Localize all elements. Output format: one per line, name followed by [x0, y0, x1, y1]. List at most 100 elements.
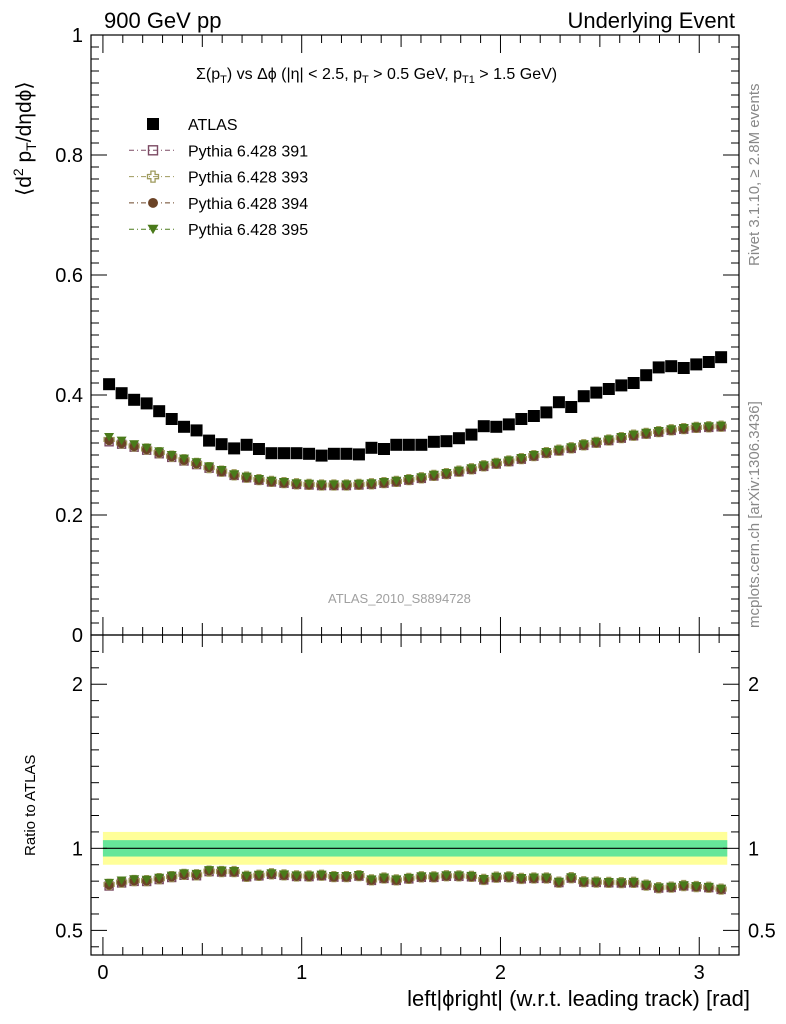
- main-point-s0-4: [153, 405, 166, 418]
- header-left-label: 900 GeV pp: [104, 8, 222, 33]
- ratio-point-s4-39: [591, 877, 602, 887]
- main-point-s4-15: [291, 479, 302, 488]
- main-point-s0-32: [502, 418, 515, 431]
- main-point-s0-3: [140, 397, 153, 410]
- main-ytick-label-2: 0.4: [55, 385, 83, 407]
- main-point-s0-35: [540, 406, 553, 419]
- main-point-s0-49: [715, 351, 728, 364]
- main-point-s0-25: [415, 438, 428, 451]
- ratio-point-s4-34: [528, 873, 539, 883]
- ratio-ytick-label-right-0: 0.5: [748, 920, 776, 942]
- ratio-point-s4-25: [416, 872, 427, 881]
- main-point-s0-42: [627, 377, 640, 389]
- main-point-s0-34: [527, 410, 540, 422]
- main-point-s0-12: [252, 443, 265, 455]
- ratio-ytick-label-left-1: 1: [72, 838, 83, 860]
- legend-marker-1: [147, 145, 159, 156]
- main-point-s4-1: [116, 436, 127, 446]
- header-right-label: Underlying Event: [567, 8, 735, 33]
- main-point-s4-17: [316, 480, 327, 489]
- main-point-s4-0: [104, 433, 115, 442]
- main-point-s4-45: [666, 425, 677, 434]
- main-point-s4-38: [578, 440, 589, 449]
- main-point-s0-30: [477, 420, 490, 433]
- ratio-plot-frame: [90, 634, 740, 956]
- main-point-s0-24: [402, 438, 415, 451]
- ratio-point-s4-11: [241, 871, 252, 881]
- ratio-point-s4-21: [366, 875, 377, 884]
- main-point-s0-7: [190, 424, 203, 437]
- legend-label-1: Pythia 6.428 391: [188, 143, 308, 160]
- ratio-point-s4-7: [191, 869, 202, 879]
- x-tick-label-3: 3: [694, 962, 705, 984]
- ratio-point-s4-22: [378, 873, 389, 882]
- ratio-point-s4-49: [716, 884, 727, 894]
- legend-marker-3: [148, 197, 158, 208]
- rivet-version-label: Rivet 3.1.10, ≥ 2.8M events: [746, 83, 763, 267]
- main-point-s0-40: [602, 383, 615, 395]
- y-label-part-a: ⟨d: [13, 176, 36, 196]
- main-point-s0-27: [440, 435, 453, 448]
- main-point-s4-35: [541, 448, 552, 457]
- main-point-s0-20: [352, 448, 365, 461]
- main-ytick-label-0: 0: [72, 625, 83, 647]
- main-point-s0-14: [278, 447, 291, 460]
- ratio-ytick-label-right-1: 1: [748, 838, 759, 860]
- main-point-s0-37: [565, 401, 578, 413]
- main-point-s4-21: [366, 479, 377, 488]
- ratio-point-s4-28: [453, 871, 464, 880]
- x-tick-label-1: 1: [296, 962, 307, 984]
- ratio-point-s4-9: [216, 866, 227, 876]
- ratio-point-s4-35: [541, 873, 552, 883]
- ratio-point-s4-24: [403, 873, 414, 883]
- main-point-s0-26: [427, 435, 440, 448]
- main-point-s0-45: [665, 360, 678, 373]
- main-point-s0-46: [677, 362, 690, 374]
- legend-label-4: Pythia 6.428 395: [188, 222, 308, 239]
- x-tick-label-0: 0: [97, 962, 108, 984]
- ratio-point-s4-2: [129, 875, 140, 884]
- main-point-s4-7: [191, 458, 202, 467]
- ratio-point-s4-15: [291, 871, 302, 880]
- ratio-ytick-label-left-0: 0.5: [55, 920, 83, 942]
- ratio-point-s4-0: [104, 878, 115, 888]
- legend: ATLAS Pythia 6.428 391 Pythia 6.428 393 Pyt…: [129, 117, 308, 239]
- main-point-s4-39: [591, 437, 602, 447]
- plot-title-sub-2: T: [361, 74, 369, 87]
- ratio-point-s4-5: [166, 871, 177, 881]
- ratio-point-s4-23: [391, 875, 402, 884]
- main-point-s0-44: [652, 361, 665, 374]
- main-point-s4-30: [478, 461, 489, 470]
- main-point-s4-5: [166, 451, 177, 460]
- main-point-s0-47: [690, 358, 703, 371]
- main-point-s0-31: [490, 420, 503, 433]
- main-ytick-label-5: 1: [72, 25, 83, 47]
- plot-title-part-e: > 0.5 GeV, p: [368, 66, 462, 83]
- ratio-point-s4-20: [353, 871, 364, 880]
- x-axis-label: left|ϕright| (w.r.t. leading track) [rad…: [407, 986, 750, 1011]
- ratio-point-s4-30: [478, 874, 489, 884]
- series-4-main: [104, 421, 727, 489]
- ratio-point-s4-10: [229, 867, 240, 876]
- main-point-s0-8: [203, 434, 216, 447]
- main-point-s4-3: [141, 443, 152, 453]
- main-point-s0-33: [515, 413, 528, 425]
- main-point-s4-48: [703, 422, 714, 431]
- main-point-s4-37: [566, 443, 577, 452]
- ratio-point-s4-13: [266, 869, 277, 878]
- ratio-point-s4-27: [441, 871, 452, 880]
- main-point-s0-16: [303, 447, 316, 460]
- main-point-s0-2: [128, 393, 141, 406]
- main-point-s0-5: [165, 413, 178, 425]
- ratio-point-s4-16: [304, 871, 315, 881]
- main-point-s4-41: [616, 433, 627, 442]
- ratio-point-s4-18: [328, 872, 339, 881]
- main-point-s0-43: [640, 369, 653, 382]
- main-point-s4-11: [241, 472, 252, 482]
- ratio-y-axis-label: Ratio to ATLAS: [22, 754, 39, 856]
- main-point-s0-29: [465, 428, 478, 441]
- y-label-part-e: /dηdϕ⟩: [13, 81, 36, 143]
- legend-label-0: ATLAS: [188, 117, 238, 134]
- y-label-part-c: p: [13, 150, 36, 169]
